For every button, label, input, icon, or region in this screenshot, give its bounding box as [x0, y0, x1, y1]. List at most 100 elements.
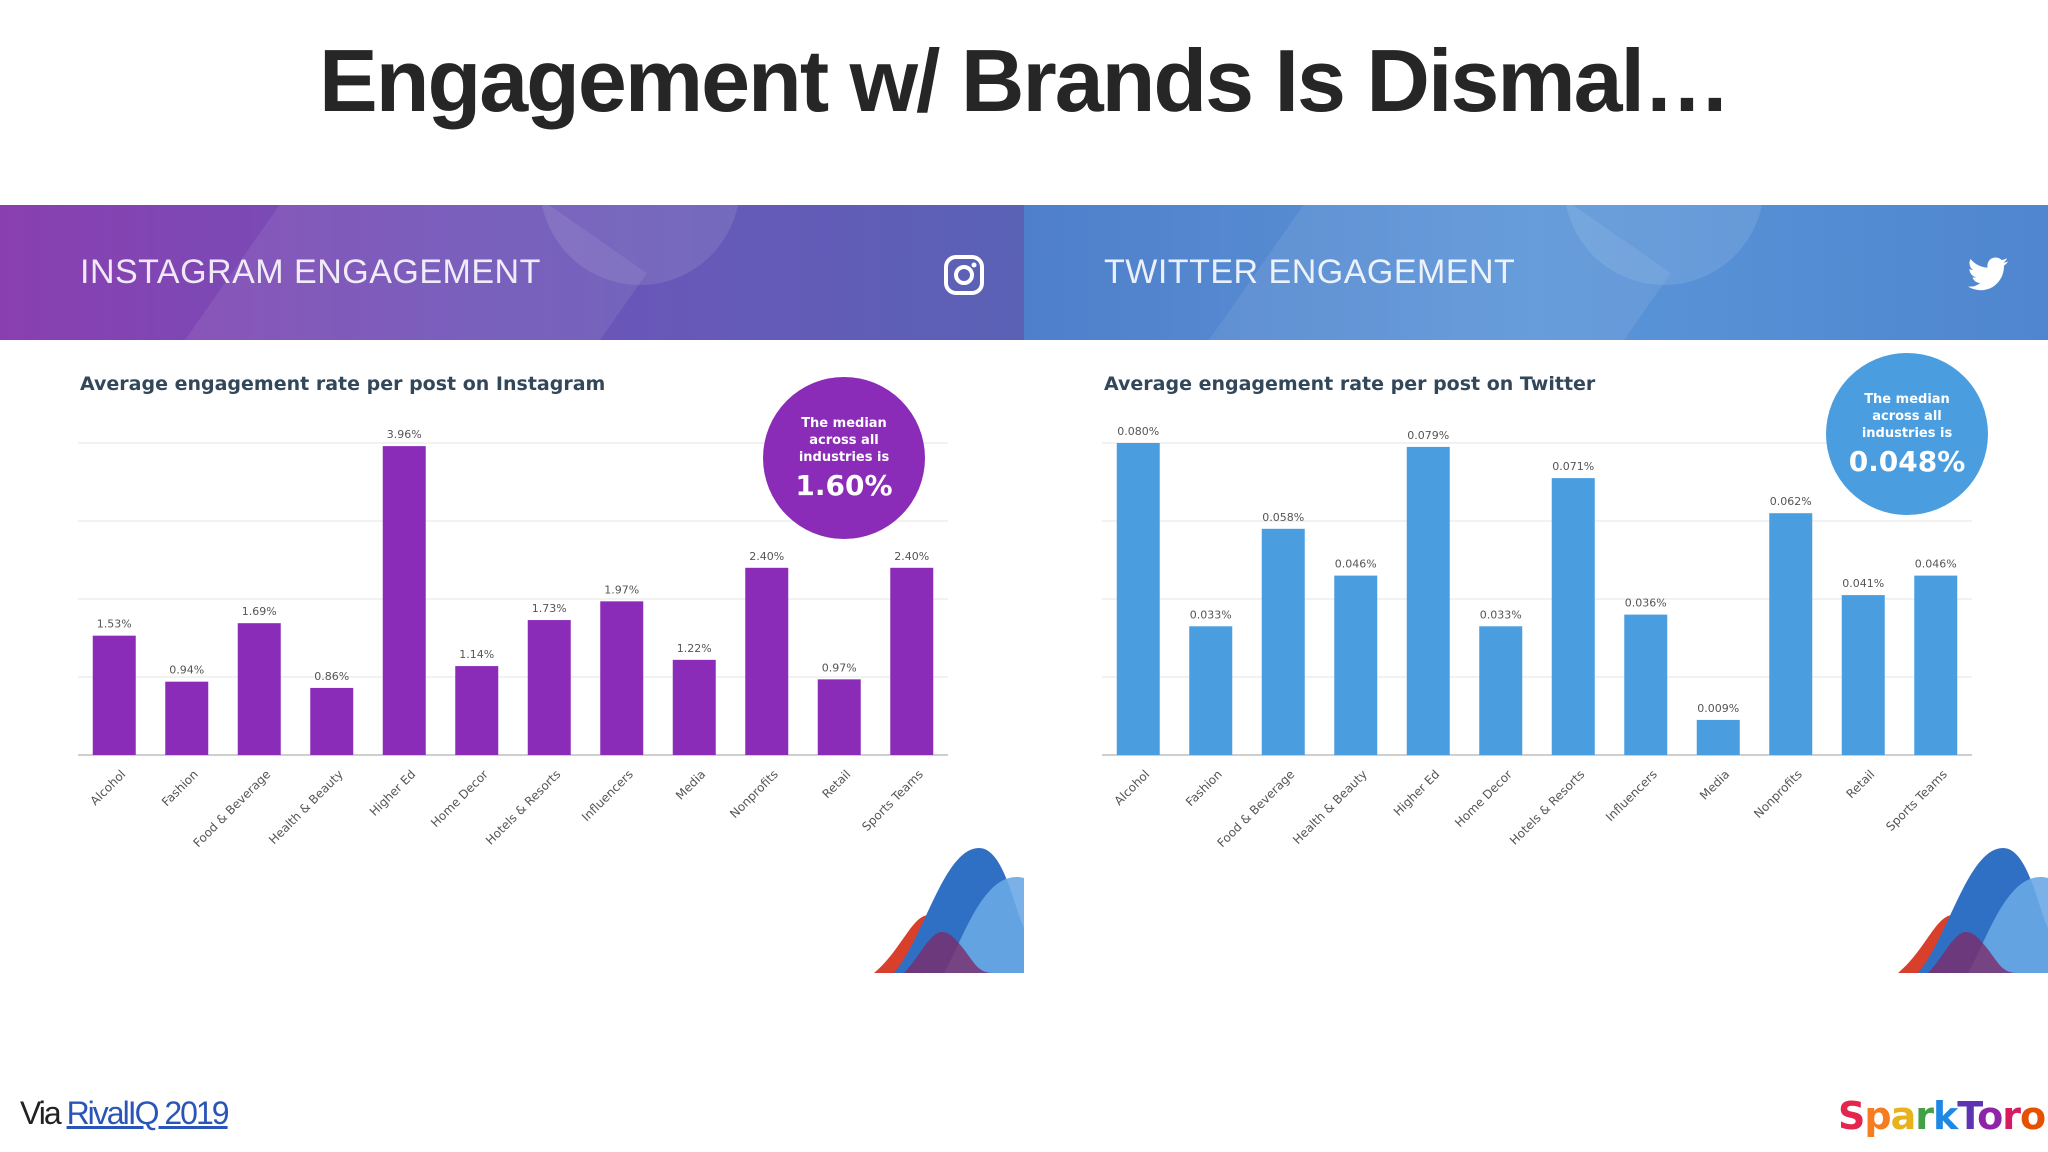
twitter-data-label: 0.033% — [1190, 608, 1232, 621]
twitter-bar — [1769, 513, 1813, 755]
instagram-category-label: Higher Ed — [367, 767, 419, 819]
logo-letter: T — [1957, 1094, 1978, 1138]
instagram-category-label: Influencers — [579, 767, 636, 824]
instagram-icon — [944, 255, 984, 295]
twitter-data-label: 0.079% — [1407, 429, 1449, 442]
instagram-bar — [672, 659, 716, 755]
twitter-bar — [1189, 626, 1233, 755]
twitter-chart-title: Average engagement rate per post on Twit… — [1104, 373, 1596, 395]
twitter-category-label: Influencers — [1603, 767, 1660, 824]
instagram-bar — [890, 567, 934, 755]
twitter-banner-title: TWITTER ENGAGEMENT — [1104, 253, 1516, 291]
footer-source: Via RivalIQ 2019 — [20, 1095, 230, 1132]
twitter-data-label: 0.071% — [1552, 460, 1594, 473]
twitter-category-label: Health & Beauty — [1290, 767, 1370, 847]
instagram-category-label: Media — [673, 767, 708, 802]
twitter-bar — [1914, 575, 1958, 755]
instagram-bar — [600, 601, 644, 755]
twitter-median-badge: The median across all industries is 0.04… — [1826, 353, 1988, 515]
twitter-data-label: 0.036% — [1625, 597, 1667, 610]
logo-letter: p — [1864, 1094, 1891, 1138]
twitter-data-label: 0.080% — [1117, 425, 1159, 438]
instagram-bar — [455, 666, 499, 755]
instagram-banner-title: INSTAGRAM ENGAGEMENT — [80, 253, 541, 291]
twitter-median-value: 0.048% — [1848, 445, 1966, 478]
twitter-bird-icon — [1967, 257, 2009, 291]
sparktoro-logo: SparkToro — [1838, 1094, 2046, 1138]
instagram-engagement-panel: INSTAGRAM ENGAGEMENT Average engagement … — [0, 205, 1024, 973]
instagram-data-label: 0.94% — [169, 664, 204, 677]
instagram-banner: INSTAGRAM ENGAGEMENT — [0, 205, 1024, 340]
logo-letter: o — [2020, 1094, 2046, 1138]
instagram-bar — [527, 620, 571, 755]
logo-letter: a — [1890, 1094, 1917, 1138]
slide-title: Engagement w/ Brands Is Dismal… — [319, 31, 1731, 130]
instagram-category-label: Sports Teams — [859, 767, 926, 834]
twitter-data-label: 0.046% — [1335, 558, 1377, 571]
twitter-bar — [1334, 575, 1378, 755]
instagram-data-label: 2.40% — [894, 550, 929, 563]
footer-via-prefix: Via — [20, 1095, 67, 1131]
instagram-bar — [165, 681, 209, 755]
instagram-data-label: 0.97% — [822, 661, 857, 674]
twitter-category-label: Hotels & Resorts — [1507, 767, 1587, 847]
instagram-chart-title: Average engagement rate per post on Inst… — [80, 373, 606, 395]
decorative-wave-graphic — [1898, 848, 2048, 973]
logo-letter: k — [1932, 1094, 1958, 1138]
twitter-category-label: Alcohol — [1112, 767, 1153, 808]
twitter-data-label: 0.062% — [1770, 495, 1812, 508]
instagram-bar — [382, 446, 426, 755]
instagram-category-label: Hotels & Resorts — [483, 767, 563, 847]
twitter-category-label: Nonprofits — [1751, 767, 1805, 821]
instagram-median-badge: The median across all industries is 1.60… — [763, 377, 925, 539]
instagram-category-label: Alcohol — [88, 767, 129, 808]
twitter-bar — [1696, 719, 1740, 755]
instagram-data-label: 1.22% — [677, 642, 712, 655]
twitter-bar — [1479, 626, 1523, 755]
twitter-category-label: Higher Ed — [1391, 767, 1443, 819]
twitter-category-label: Media — [1697, 767, 1732, 802]
twitter-bar — [1624, 614, 1668, 755]
instagram-category-label: Food & Beverage — [191, 767, 274, 850]
twitter-data-label: 0.046% — [1915, 558, 1957, 571]
twitter-engagement-panel: TWITTER ENGAGEMENT Average engagement ra… — [1024, 205, 2048, 973]
logo-letter: S — [1838, 1094, 1865, 1138]
twitter-bar — [1261, 528, 1305, 755]
twitter-category-label: Food & Beverage — [1215, 767, 1298, 850]
instagram-data-label: 1.53% — [97, 618, 132, 631]
instagram-category-label: Fashion — [159, 767, 201, 809]
instagram-data-label: 1.69% — [242, 605, 277, 618]
twitter-median-text: The median across all industries is — [1861, 392, 1953, 441]
twitter-data-label: 0.009% — [1697, 702, 1739, 715]
instagram-data-label: 3.96% — [387, 428, 422, 441]
instagram-bar — [817, 679, 861, 755]
twitter-category-label: Sports Teams — [1883, 767, 1950, 834]
twitter-bar — [1841, 595, 1885, 755]
instagram-bar-chart: 1.53% Alcohol 0.94% Fashion 1.69% Food & Beve… — [78, 428, 948, 850]
instagram-category-label: Retail — [819, 767, 853, 801]
twitter-category-label: Retail — [1843, 767, 1877, 801]
twitter-data-label: 0.033% — [1480, 608, 1522, 621]
instagram-data-label: 2.40% — [749, 550, 784, 563]
source-link[interactable]: RivalIQ 2019 — [66, 1095, 230, 1131]
instagram-median-text: The median across all industries is — [798, 416, 890, 465]
twitter-data-label: 0.058% — [1262, 511, 1304, 524]
twitter-data-label: 0.041% — [1842, 577, 1884, 590]
instagram-data-label: 0.86% — [314, 670, 349, 683]
instagram-category-label: Health & Beauty — [266, 767, 346, 847]
twitter-bar — [1116, 443, 1160, 755]
instagram-bar — [92, 635, 136, 755]
twitter-category-label: Home Decor — [1452, 767, 1515, 830]
twitter-category-label: Fashion — [1183, 767, 1225, 809]
twitter-banner: TWITTER ENGAGEMENT — [1024, 205, 2048, 340]
twitter-bar — [1551, 478, 1595, 755]
instagram-median-value: 1.60% — [795, 469, 893, 502]
twitter-bar-chart: 0.080% Alcohol 0.033% Fashion 0.058% Food & B… — [1102, 425, 1972, 850]
instagram-bar — [237, 623, 281, 755]
instagram-data-label: 1.97% — [604, 583, 639, 596]
twitter-bar — [1406, 446, 1450, 755]
instagram-bar — [310, 687, 354, 755]
instagram-data-label: 1.73% — [532, 602, 567, 615]
logo-letter: r — [2002, 1094, 2021, 1138]
logo-letter: r — [1915, 1094, 1934, 1138]
